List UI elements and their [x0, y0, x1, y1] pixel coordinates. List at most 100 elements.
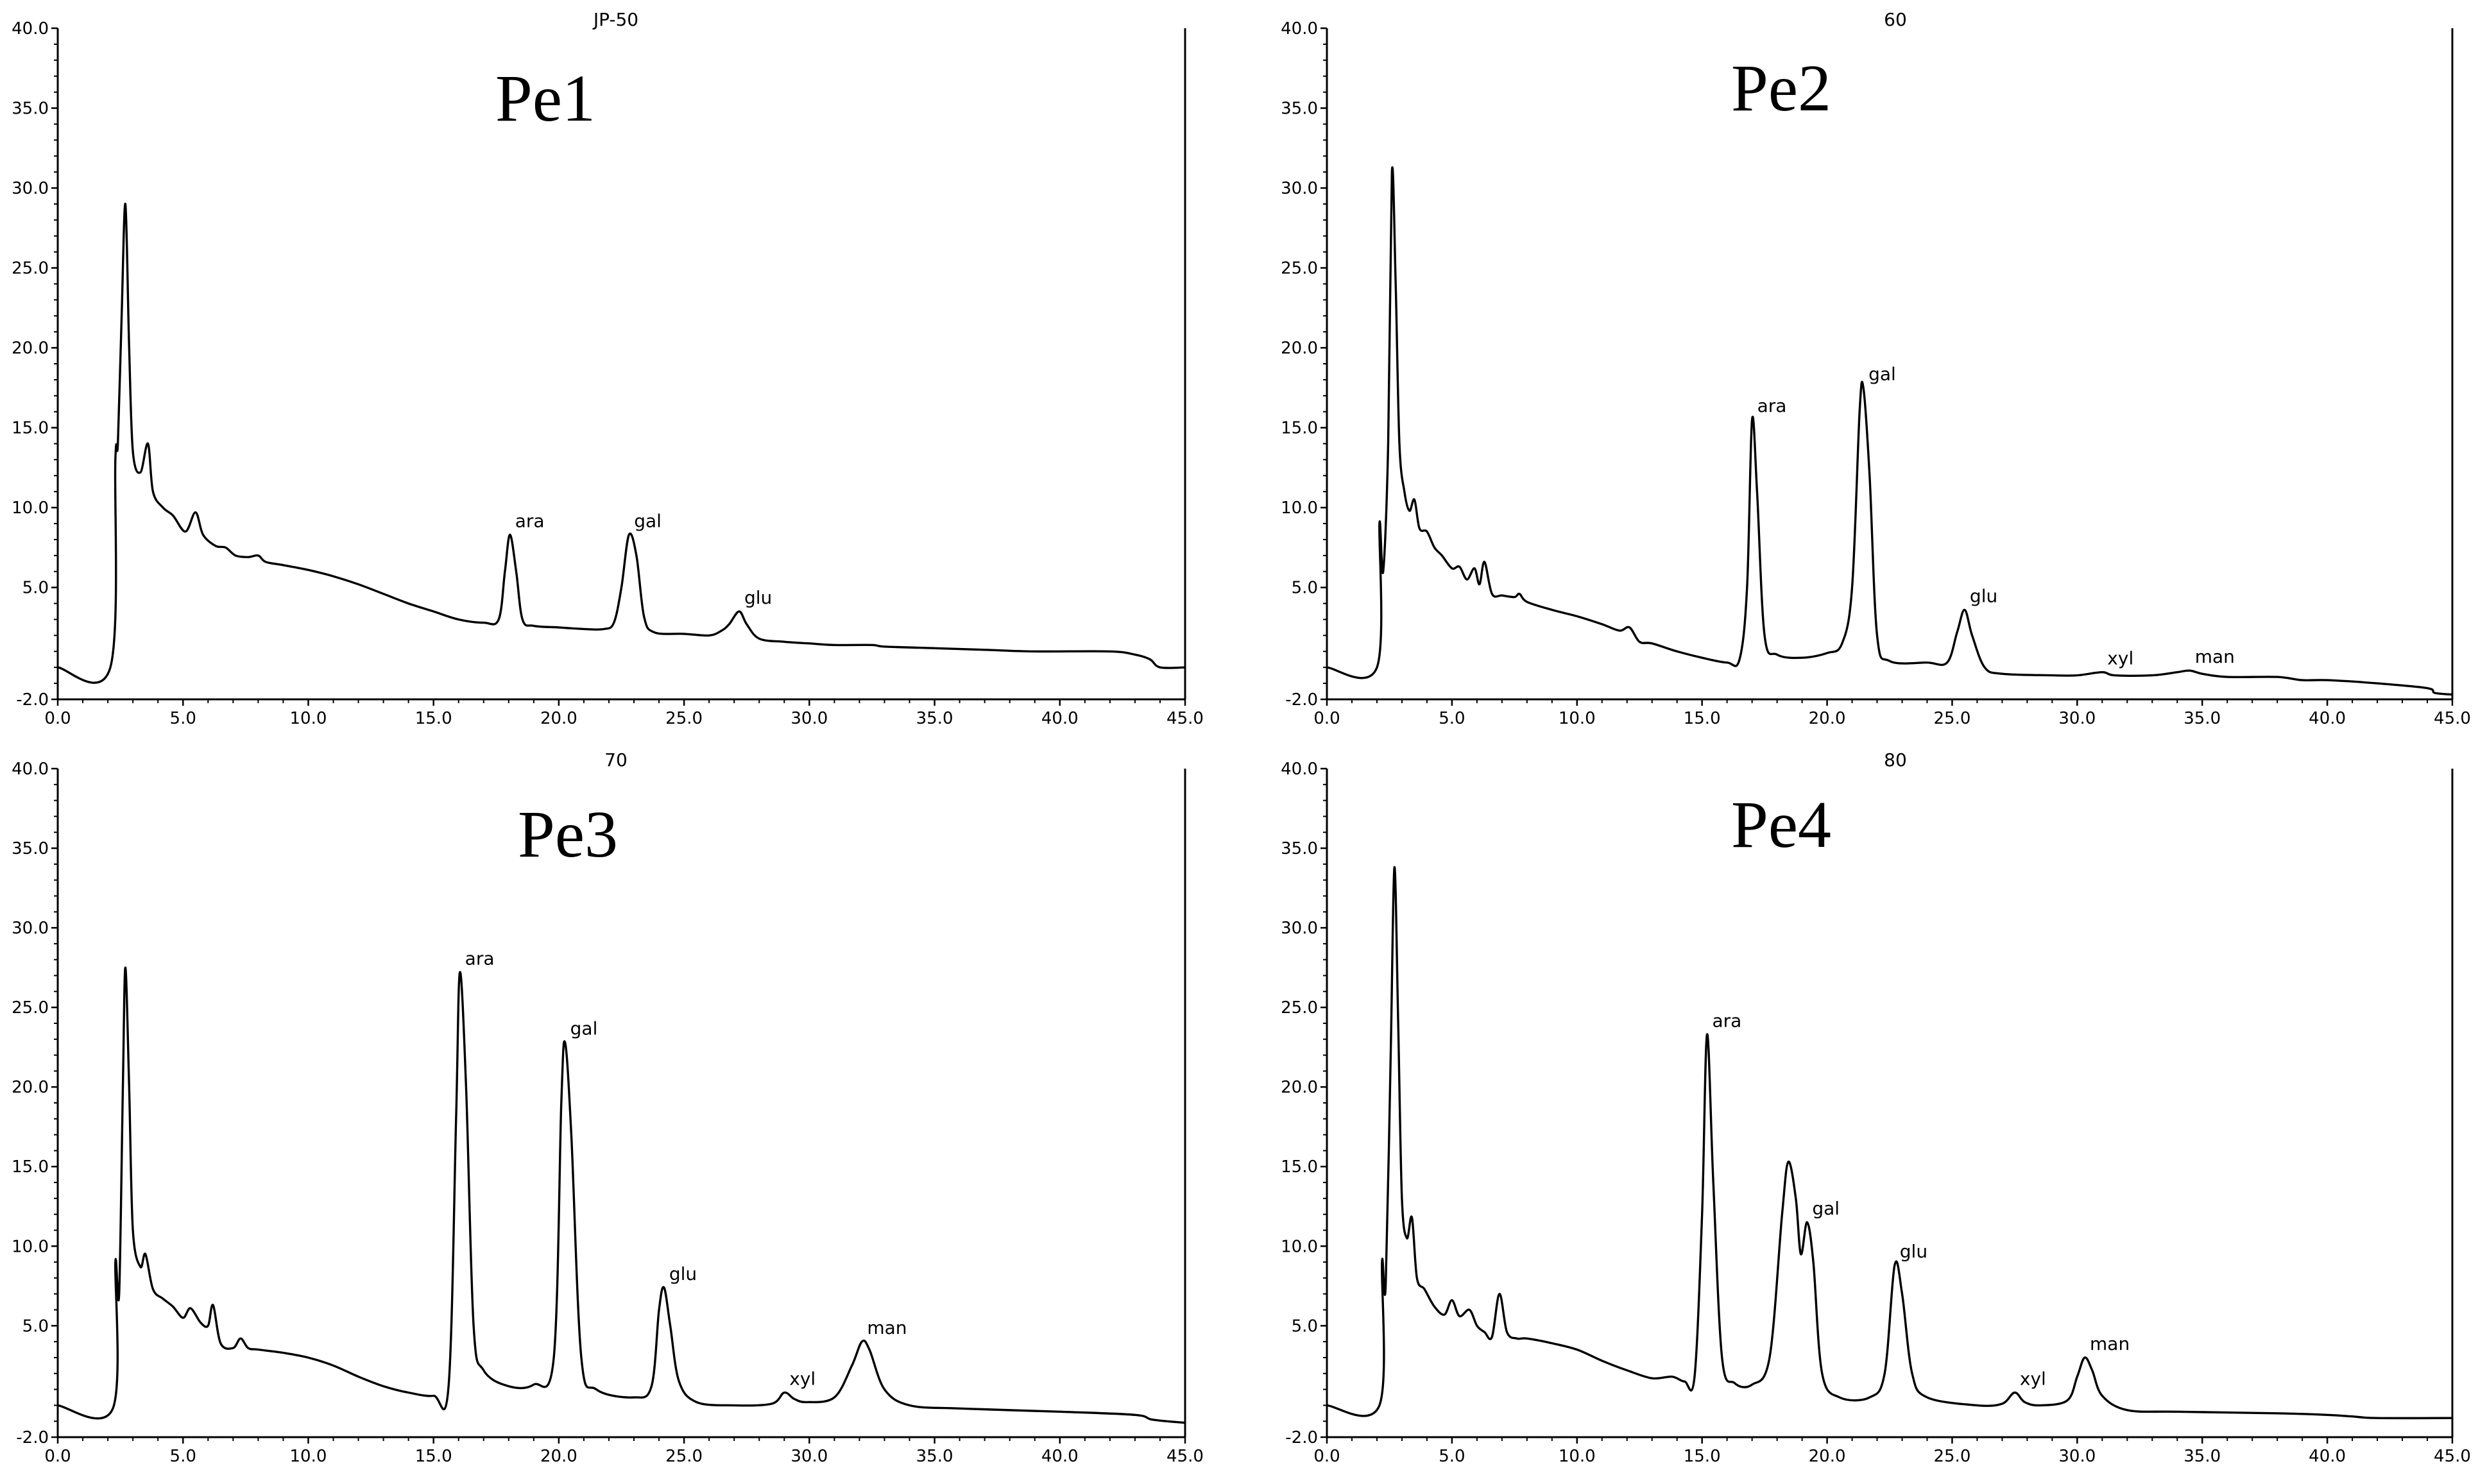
y-tick-label: 15.0 [1281, 419, 1318, 438]
y-tick-label: 5.0 [22, 579, 49, 598]
peak-label-ara: ara [1712, 1010, 1741, 1031]
y-tick-label: -2.0 [16, 1428, 49, 1447]
x-tick-label: 10.0 [289, 709, 327, 728]
panel-title: Pe2 [1731, 51, 1831, 125]
y-tick-label: 20.0 [1281, 1078, 1318, 1097]
y-tick-label: 40.0 [12, 760, 49, 779]
y-tick-label: 40.0 [12, 19, 49, 38]
y-tick-label: 25.0 [1281, 259, 1318, 278]
peak-label-glu: glu [669, 1263, 697, 1284]
panel-subtitle: 60 [1884, 9, 1907, 30]
y-tick-label: 30.0 [1281, 919, 1318, 938]
x-tick-label: 40.0 [2309, 1447, 2346, 1466]
y-tick-label: 15.0 [12, 419, 49, 438]
x-tick-label: 30.0 [790, 1447, 828, 1466]
x-tick-label: 30.0 [2058, 709, 2096, 728]
x-tick-label: 35.0 [916, 709, 953, 728]
x-tick-label: 25.0 [665, 1447, 703, 1466]
x-tick-label: 0.0 [1313, 709, 1340, 728]
peak-label-xyl: xyl [789, 1369, 816, 1390]
x-tick-label: 35.0 [916, 1447, 953, 1466]
x-tick-label: 35.0 [2183, 709, 2221, 728]
panel-title: Pe1 [495, 62, 595, 135]
y-tick-label: 10.0 [1281, 1237, 1318, 1256]
x-tick-label: 20.0 [1809, 1447, 1846, 1466]
x-tick-label: 0.0 [1313, 1447, 1340, 1466]
peak-label-glu: glu [1900, 1241, 1927, 1262]
x-tick-label: 25.0 [1933, 709, 1970, 728]
y-tick-label: 40.0 [1281, 760, 1318, 779]
y-tick-label: 25.0 [12, 259, 49, 278]
x-tick-label: 15.0 [1684, 1447, 1721, 1466]
x-tick-label: 40.0 [1041, 1447, 1079, 1466]
peak-label-gal: gal [570, 1018, 598, 1039]
y-tick-label: 15.0 [1281, 1157, 1318, 1177]
chromatogram-trace [57, 203, 1186, 684]
x-tick-label: 10.0 [289, 1447, 327, 1466]
x-tick-label: 40.0 [2309, 709, 2346, 728]
x-tick-label: 35.0 [2183, 1447, 2221, 1466]
peak-label-man: man [2090, 1333, 2130, 1354]
peak-label-man: man [867, 1317, 907, 1338]
peak-label-ara: ara [1757, 395, 1787, 416]
y-tick-label: 20.0 [12, 339, 49, 358]
y-tick-label: 15.0 [12, 1157, 49, 1177]
peak-label-man: man [2195, 646, 2235, 667]
y-tick-label: 10.0 [12, 499, 49, 518]
y-tick-label: 35.0 [1281, 99, 1318, 119]
y-tick-label: 40.0 [1281, 19, 1318, 38]
chromatogram-trace [57, 966, 1186, 1424]
peak-label-ara: ara [515, 510, 545, 531]
y-tick-label: -2.0 [1285, 690, 1318, 710]
x-tick-label: 15.0 [415, 709, 452, 728]
y-tick-label: 10.0 [12, 1237, 49, 1256]
x-tick-label: 5.0 [1439, 709, 1465, 728]
x-tick-label: 15.0 [415, 1447, 452, 1466]
y-tick-label: 20.0 [1281, 339, 1318, 358]
panel-pe2: 60 Pe2 0.0 5.0 10.0 15.0 20.0 25.0 30.0 35.0 40.… [1281, 9, 2471, 728]
y-tick-label: 20.0 [12, 1078, 49, 1097]
peak-label-gal: gal [634, 510, 662, 531]
panel-pe1: JP-50 Pe1 0.0 5.0 10.0 15.0 20.0 25.0 30.0 35.0… [12, 9, 1204, 728]
x-tick-label: 30.0 [2058, 1447, 2096, 1466]
y-tick-label: 30.0 [12, 179, 49, 198]
x-tick-label: 10.0 [1559, 1447, 1596, 1466]
x-tick-label: 45.0 [2434, 709, 2471, 728]
x-tick-label: 10.0 [1559, 709, 1596, 728]
y-tick-label: 5.0 [1292, 579, 1318, 598]
x-tick-label: 45.0 [2434, 1447, 2471, 1466]
x-tick-label: 45.0 [1166, 709, 1204, 728]
x-tick-label: 25.0 [665, 709, 703, 728]
x-tick-label: 5.0 [170, 1447, 196, 1466]
peak-label-gal: gal [1812, 1198, 1840, 1219]
y-tick-label: 5.0 [1292, 1317, 1318, 1336]
y-tick-label: 35.0 [12, 839, 49, 858]
x-tick-label: 0.0 [44, 1447, 71, 1466]
peak-label-gal: gal [1868, 363, 1896, 384]
x-tick-label: 30.0 [790, 709, 828, 728]
panel-title: Pe4 [1731, 788, 1831, 862]
y-tick-label: 30.0 [1281, 179, 1318, 198]
panel-subtitle: 70 [604, 749, 628, 771]
x-tick-label: 5.0 [1439, 1447, 1465, 1466]
peak-label-ara: ara [465, 948, 495, 969]
y-tick-label: 25.0 [12, 998, 49, 1018]
chromatogram-trace [1326, 866, 2453, 1420]
peak-label-xyl: xyl [2020, 1369, 2046, 1390]
x-tick-label: 0.0 [44, 709, 71, 728]
x-tick-label: 15.0 [1684, 709, 1721, 728]
y-tick-label: 25.0 [1281, 998, 1318, 1018]
y-tick-label: 30.0 [12, 919, 49, 938]
x-tick-label: 25.0 [1933, 1447, 1970, 1466]
y-tick-label: 35.0 [12, 99, 49, 119]
x-tick-label: 45.0 [1166, 1447, 1204, 1466]
panel-title: Pe3 [518, 797, 618, 871]
y-tick-label: 5.0 [22, 1317, 49, 1336]
peak-label-glu: glu [1970, 586, 1997, 607]
peak-label-glu: glu [744, 587, 772, 608]
y-tick-label: -2.0 [1285, 1428, 1318, 1447]
y-tick-label: 10.0 [1281, 499, 1318, 518]
x-tick-label: 5.0 [170, 709, 196, 728]
y-tick-label: 35.0 [1281, 839, 1318, 858]
